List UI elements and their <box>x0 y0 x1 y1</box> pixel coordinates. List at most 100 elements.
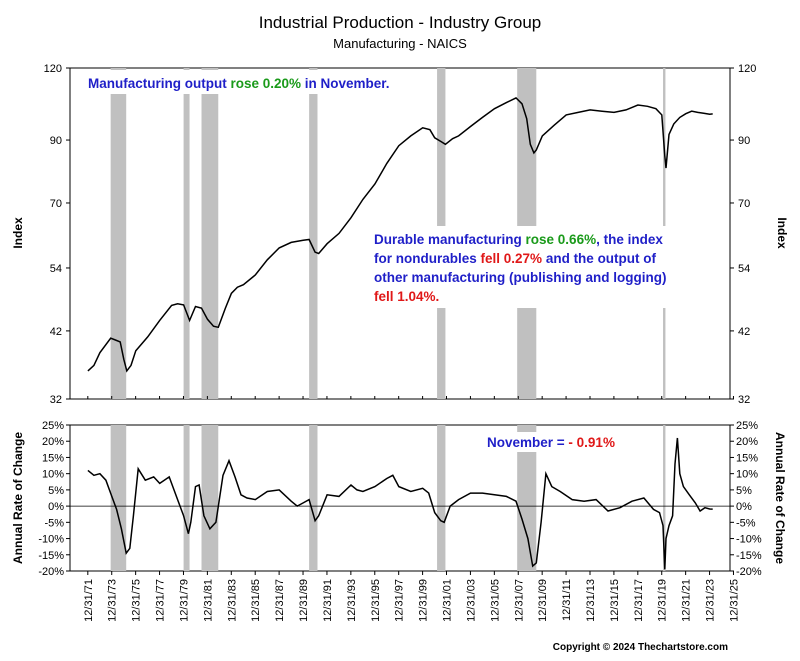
bottom-annotation: November = - 0.91% <box>487 435 615 450</box>
middle-annotation-part: , the index <box>596 232 663 247</box>
y-tick-label: -15% <box>38 550 64 562</box>
y-tick-label: -5% <box>44 517 64 529</box>
y-tick-label: 32 <box>50 394 62 406</box>
x-tick-label: 12/31/97 <box>394 579 406 622</box>
middle-annotation-part: Durable manufacturing <box>374 232 526 247</box>
x-axis: 12/31/71 12/31/73 12/31/75 12/31/77 12/31/79… <box>83 396 740 622</box>
recession-band <box>663 425 666 571</box>
x-tick-label: 12/31/13 <box>585 579 597 622</box>
top-annotation-part: Manufacturing output <box>88 76 230 91</box>
middle-annotation-part: fell 0.27% <box>481 251 543 266</box>
bottom-y-axis: -20% -20% -15% -15% -10% -10% -5% -5% 0% 0% 5% 5% 10… <box>38 420 762 578</box>
bottom-annotation-part: - 0.91% <box>568 435 615 450</box>
y-tick-label: 25% <box>42 420 64 432</box>
y-tick-label: 120 <box>738 63 756 75</box>
bottom-annotation-box <box>482 432 632 452</box>
recession-band <box>110 68 127 399</box>
top-annotation-box <box>84 70 414 94</box>
top-annotation-part: rose 0.20% <box>230 76 301 91</box>
recession-band <box>183 68 190 399</box>
y-tick-label: 0% <box>736 501 752 513</box>
x-tick-label: 12/31/07 <box>513 579 525 622</box>
top-annotation: Manufacturing output rose 0.20% in Novem… <box>88 76 390 91</box>
y-tick-label: -5% <box>736 517 756 529</box>
recession-band <box>183 425 190 571</box>
middle-annotation-box <box>368 226 698 308</box>
recession-band <box>517 425 537 571</box>
x-tick-label: 12/31/73 <box>107 579 119 622</box>
x-tick-label: 12/31/71 <box>83 579 95 622</box>
x-tick-label: 12/31/25 <box>728 579 740 622</box>
y-tick-label: -15% <box>736 550 762 562</box>
y-tick-label: 54 <box>50 263 62 275</box>
middle-annotation-part: for nondurables <box>374 251 481 266</box>
x-tick-label: 12/31/95 <box>370 579 382 622</box>
middle-annotation-line-3: other manufacturing (publishing and logg… <box>374 270 666 285</box>
x-tick-label: 12/31/85 <box>250 579 262 622</box>
middle-annotation-part: rose 0.66% <box>526 232 597 247</box>
y-tick-label: -20% <box>38 566 64 578</box>
y-tick-label: 90 <box>738 135 750 147</box>
recession-band <box>201 425 219 571</box>
top-y-axis-label-left: Index <box>11 217 25 249</box>
x-tick-label: 12/31/87 <box>274 579 286 622</box>
y-tick-label: -10% <box>38 534 64 546</box>
y-tick-label: 5% <box>736 485 752 497</box>
x-tick-label: 12/31/03 <box>465 579 477 622</box>
x-tick-label: 12/31/05 <box>489 579 501 622</box>
middle-annotation-part: fell 1.04%. <box>374 289 439 304</box>
recession-band <box>309 68 318 399</box>
y-tick-label: 120 <box>44 63 62 75</box>
middle-annotation-part: other manufacturing (publishing and logg… <box>374 270 666 285</box>
y-tick-label: 5% <box>48 485 64 497</box>
y-tick-label: 70 <box>738 198 750 210</box>
x-tick-label: 12/31/81 <box>202 579 214 622</box>
x-tick-label: 12/31/09 <box>537 579 549 622</box>
y-tick-label: -20% <box>736 566 762 578</box>
annual-rate-of-change-line <box>87 437 713 570</box>
y-tick-label: 10% <box>736 469 758 481</box>
y-tick-label: 15% <box>736 452 758 464</box>
y-tick-label: 42 <box>738 326 750 338</box>
x-tick-label: 12/31/01 <box>442 579 454 622</box>
top-annotation-part: in November. <box>301 76 390 91</box>
manufacturing-index-line <box>87 96 713 373</box>
chart-subtitle: Manufacturing - NAICS <box>333 36 467 51</box>
x-tick-label: 12/31/77 <box>155 579 167 622</box>
copyright-text: Copyright © 2024 Thechartstore.com <box>553 642 728 653</box>
chart-title: Industrial Production - Industry Group <box>259 13 542 32</box>
y-tick-label: 15% <box>42 452 64 464</box>
y-tick-label: 54 <box>738 263 750 275</box>
middle-annotation-line-4: fell 1.04%. <box>374 289 439 304</box>
x-tick-label: 12/31/23 <box>705 579 717 622</box>
x-tick-label: 12/31/79 <box>178 579 190 622</box>
x-tick-label: 12/31/75 <box>131 579 143 622</box>
recession-band <box>309 425 318 571</box>
x-tick-label: 12/31/15 <box>609 579 621 622</box>
middle-annotation-line-1: Durable manufacturing rose 0.66%, the in… <box>374 232 663 247</box>
middle-annotation-part: and the output of <box>542 251 656 266</box>
x-tick-label: 12/31/83 <box>226 579 238 622</box>
y-tick-label: 90 <box>50 135 62 147</box>
bottom-y-axis-label-right: Annual Rate of Change <box>773 432 787 564</box>
x-tick-label: 12/31/19 <box>657 579 669 622</box>
y-tick-label: 25% <box>736 420 758 432</box>
recession-band <box>437 425 446 571</box>
x-tick-label: 12/31/91 <box>322 579 334 622</box>
y-tick-label: 70 <box>50 198 62 210</box>
y-tick-label: 0% <box>48 501 64 513</box>
top-y-axis-label-right: Index <box>775 217 789 249</box>
x-tick-label: 12/31/89 <box>298 579 310 622</box>
y-tick-label: 20% <box>736 436 758 448</box>
bottom-annotation-part: November = <box>487 435 568 450</box>
y-tick-label: 32 <box>738 394 750 406</box>
bottom-y-axis-label-left: Annual Rate of Change <box>11 432 25 564</box>
y-tick-label: 42 <box>50 326 62 338</box>
middle-annotation-line-2: for nondurables fell 0.27% and the outpu… <box>374 251 657 266</box>
x-tick-label: 12/31/11 <box>561 579 573 621</box>
x-tick-label: 12/31/93 <box>346 579 358 622</box>
y-tick-label: 10% <box>42 469 64 481</box>
x-tick-label: 12/31/21 <box>681 579 693 622</box>
x-tick-label: 12/31/99 <box>418 579 430 622</box>
